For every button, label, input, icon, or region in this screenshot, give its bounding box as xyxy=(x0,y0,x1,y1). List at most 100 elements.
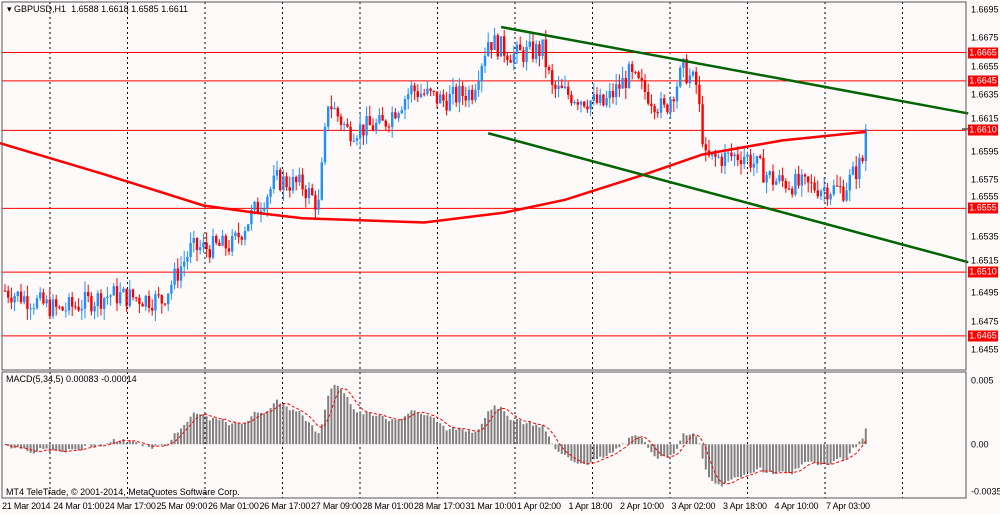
candle-body xyxy=(624,77,627,89)
candle-body xyxy=(7,290,10,298)
candle-body xyxy=(743,156,746,165)
candle-body xyxy=(221,235,224,246)
candle-body xyxy=(77,306,80,311)
candle-body xyxy=(256,201,259,213)
price-tick: 1.6455 xyxy=(971,344,999,355)
candle-body xyxy=(800,174,803,186)
candle-body xyxy=(634,71,637,73)
price-tick: 1.6595 xyxy=(971,146,999,157)
candle-body xyxy=(627,64,631,89)
candle-body xyxy=(538,44,541,56)
candle-body xyxy=(455,86,458,103)
candle-body xyxy=(211,236,215,258)
candle-body xyxy=(663,98,666,105)
candle-body xyxy=(701,104,704,145)
candle-body xyxy=(231,235,234,252)
candle-body xyxy=(301,174,304,190)
candle-body xyxy=(656,112,659,114)
candle-body xyxy=(458,85,461,103)
macd-title: MACD(5,34,5) 0.00083 -0.00014 xyxy=(6,374,137,385)
candle-body xyxy=(672,99,675,102)
macd-signal: -0.00014 xyxy=(101,374,137,384)
candle-body xyxy=(576,101,579,105)
candle-body xyxy=(23,296,26,303)
candle-body xyxy=(304,189,307,199)
candle-body xyxy=(42,292,45,304)
candle-body xyxy=(474,89,477,101)
candle-body xyxy=(839,186,842,188)
candle-body xyxy=(781,175,784,181)
candle-body xyxy=(35,298,39,309)
candle-body xyxy=(579,101,583,105)
candle-body xyxy=(317,199,320,210)
candle-body xyxy=(560,85,563,89)
candle-body xyxy=(512,53,515,63)
candle-body xyxy=(112,286,115,296)
candle-body xyxy=(26,296,29,309)
ohlc-open: 1.6588 xyxy=(71,4,99,14)
candle-body xyxy=(362,124,365,136)
candle-body xyxy=(186,256,189,262)
candle-body xyxy=(323,126,327,163)
candle-body xyxy=(83,291,87,309)
candle-body xyxy=(784,180,787,189)
macd-axis-bottom: -0.00357 xyxy=(971,486,1000,497)
candle-body xyxy=(691,71,695,76)
candle-body xyxy=(855,166,858,180)
time-label: 26 Mar 01:00 xyxy=(208,501,259,511)
candle-body xyxy=(259,210,263,213)
candle-body xyxy=(797,173,800,186)
candle-body xyxy=(602,94,605,106)
candle-body xyxy=(733,154,736,157)
candle-body xyxy=(765,175,768,183)
candle-body xyxy=(410,85,413,95)
copyright: MT4 TeleTrade, © 2001-2014, MetaQuotes S… xyxy=(6,487,240,497)
candle-body xyxy=(67,297,71,311)
candle-body xyxy=(349,126,352,142)
candle-body xyxy=(525,46,528,62)
candle-body xyxy=(490,42,493,51)
price-tick: 1.6535 xyxy=(971,231,999,242)
candle-body xyxy=(330,106,333,110)
candle-body xyxy=(851,166,855,175)
candle-body xyxy=(730,152,733,157)
candle-body xyxy=(544,39,547,68)
candle-body xyxy=(592,94,595,101)
candle-body xyxy=(355,138,359,141)
time-label: 3 Apr 02:00 xyxy=(671,501,716,511)
candle-body xyxy=(483,55,487,66)
candle-body xyxy=(387,126,391,128)
candle-body xyxy=(183,261,186,267)
ohlc-high: 1.6618 xyxy=(101,4,129,14)
macd-label: MACD(5,34,5) xyxy=(6,374,64,384)
candle-body xyxy=(282,176,285,191)
candle-body xyxy=(400,109,403,114)
candle-body xyxy=(595,94,599,103)
candle-body xyxy=(791,188,794,195)
candle-body xyxy=(749,154,752,168)
candle-body xyxy=(39,292,42,299)
candle-body xyxy=(391,112,394,127)
candle-body xyxy=(816,190,819,197)
candle-body xyxy=(519,44,522,51)
candle-body xyxy=(176,268,179,281)
candle-body xyxy=(333,107,336,110)
level-price-tag: 1.6555 xyxy=(968,202,998,214)
candle-body xyxy=(762,157,765,183)
candle-body xyxy=(64,310,67,312)
candle-body xyxy=(416,91,419,98)
candle-body xyxy=(266,196,269,209)
candle-body xyxy=(461,85,464,97)
candle-body xyxy=(160,295,163,304)
candle-body xyxy=(227,248,231,252)
candle-body xyxy=(688,75,691,84)
candle-body xyxy=(423,93,426,95)
candle-body xyxy=(272,175,275,190)
candle-body xyxy=(240,237,243,240)
time-label: 2 Apr 10:00 xyxy=(620,501,664,511)
candle-body xyxy=(771,171,775,185)
grid xyxy=(49,2,903,498)
candle-body xyxy=(253,201,256,210)
candle-body xyxy=(131,289,135,298)
